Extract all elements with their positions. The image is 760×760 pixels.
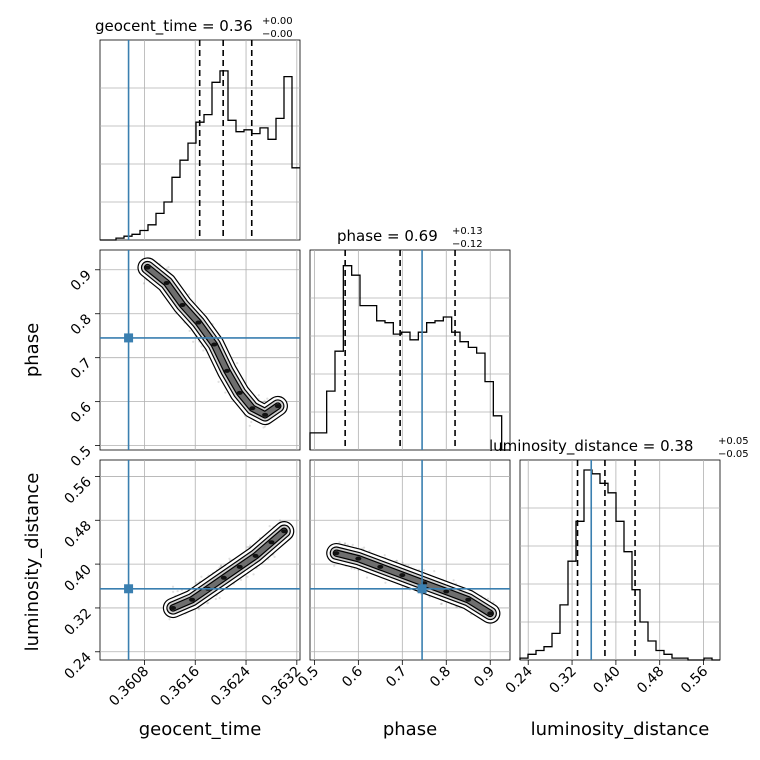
title-luminosity-distance: luminosity_distance = 0.38 +0.05 −0.05 <box>489 436 749 460</box>
scatter-panel-luminosity_distance-vs-phase <box>309 459 511 661</box>
ylabel-phase: phase <box>22 323 43 377</box>
xlabel-geocent-time: geocent_time <box>139 719 262 740</box>
xtick-label-0: 0.3608 <box>106 664 152 710</box>
ytick-label-3: 0.8 <box>68 311 95 338</box>
contour-core-2 <box>179 302 186 307</box>
title-phase-plus: +0.13 <box>452 226 483 237</box>
scatter-panel-phase-vs-geocent_time <box>99 249 301 451</box>
xticks-phase: 0.5 0.6 0.7 0.8 0.9 <box>295 660 498 691</box>
contour-core-7 <box>281 529 288 534</box>
title-luminosity-distance-minus: −0.05 <box>718 449 749 460</box>
xticks-luminosity_distance: 0.24 0.32 0.40 0.48 0.56 <box>503 660 711 697</box>
hist-panel-phase-frame <box>309 249 511 451</box>
contour-fill-2 <box>333 550 493 616</box>
ytick-label-0: 0.5 <box>68 443 95 470</box>
svg-text:phase = 0.69: phase = 0.69 <box>337 227 438 245</box>
contour-core-7 <box>487 611 494 616</box>
xtick-label-3: 0.48 <box>634 664 667 697</box>
contour-core-4 <box>211 342 218 347</box>
title-phase: phase = 0.69 +0.13 −0.12 <box>337 226 483 250</box>
title-geocent-time-plus: +0.00 <box>262 16 293 27</box>
xtick-label-2: 0.7 <box>383 664 410 691</box>
hist-panel-phase <box>309 249 511 451</box>
xtick-label-1: 0.32 <box>547 664 580 697</box>
contour-core-1 <box>189 597 196 602</box>
xtick-label-0: 0.5 <box>295 664 322 691</box>
xtick-label-4: 0.56 <box>678 663 711 696</box>
title-geocent-time-minus: −0.00 <box>262 29 293 40</box>
contour-core-0 <box>144 265 151 270</box>
truth-marker <box>124 333 134 343</box>
contour-core-6 <box>268 540 275 545</box>
contour-fill-2 <box>170 528 287 611</box>
xtick-label-0: 0.24 <box>503 663 536 696</box>
ytick-label-4: 0.56 <box>61 474 94 507</box>
svg-text:geocent_time = 0.36: geocent_time = 0.36 <box>95 17 253 36</box>
contour-core-6 <box>236 390 243 395</box>
scatter-panel-luminosity_distance-vs-geocent_time <box>99 459 301 661</box>
ytick-label-2: 0.40 <box>61 562 94 595</box>
contour-core-4 <box>236 564 243 569</box>
truth-marker <box>124 584 134 594</box>
xtick-label-2: 0.40 <box>590 664 623 697</box>
hist-panel-geocent_time <box>99 39 301 241</box>
hist-panel-luminosity_distance-frame <box>519 459 721 661</box>
title-luminosity-distance-plus: +0.05 <box>718 436 749 447</box>
contour-core-0 <box>170 605 177 610</box>
svg-text:luminosity_distance = 0.38: luminosity_distance = 0.38 <box>489 437 693 456</box>
contour-fill-2 <box>145 265 281 418</box>
ytick-label-4: 0.9 <box>68 267 95 294</box>
hist-luminosity_distance <box>519 469 720 661</box>
hist-geocent_time <box>100 70 300 241</box>
xtick-label-4: 0.9 <box>471 664 498 691</box>
contour-core-9 <box>274 404 281 409</box>
ytick-label-1: 0.6 <box>68 399 95 426</box>
title-phase-minus: −0.12 <box>452 239 483 250</box>
hist-phase <box>309 265 510 451</box>
contour-core-3 <box>195 320 202 325</box>
contour-core-3 <box>399 573 406 578</box>
contour-core-7 <box>249 406 256 411</box>
contour-core-8 <box>262 412 269 417</box>
xtick-label-3: 0.3632 <box>259 664 305 710</box>
scatter-panel-phase-vs-geocent_time-frame <box>99 249 301 451</box>
contour-core-1 <box>163 280 170 285</box>
contour-core-5 <box>223 368 230 373</box>
contour-core-5 <box>252 553 259 558</box>
hist-panel-luminosity_distance <box>519 459 721 661</box>
yticks-phase: 0.5 0.6 0.7 0.8 0.9 <box>68 267 100 470</box>
scatter-panel-luminosity_distance-vs-phase-frame <box>309 459 511 661</box>
xlabel-luminosity-distance: luminosity_distance <box>531 719 710 740</box>
ytick-label-1: 0.32 <box>61 605 94 638</box>
xtick-label-1: 0.6 <box>339 663 366 690</box>
contour-core-3 <box>220 575 227 580</box>
contour-core-1 <box>355 556 362 561</box>
yticks-luminosity_distance: 0.24 0.32 0.40 0.48 0.56 <box>61 474 100 683</box>
ylabel-luminosity-distance: luminosity_distance <box>22 473 43 652</box>
ytick-label-2: 0.7 <box>68 355 95 382</box>
contour-core-5 <box>443 589 450 594</box>
ytick-label-3: 0.48 <box>61 518 94 551</box>
scatter-panel-luminosity_distance-vs-geocent_time-frame <box>99 459 301 661</box>
contour-core-6 <box>465 597 472 602</box>
xtick-label-1: 0.3616 <box>157 663 203 709</box>
truth-marker <box>417 584 427 594</box>
contour-core-0 <box>333 551 340 556</box>
xtick-label-2: 0.3624 <box>208 663 254 709</box>
xlabel-phase: phase <box>383 719 437 740</box>
title-geocent-time: geocent_time = 0.36 +0.00 −0.00 <box>95 16 293 40</box>
ytick-label-0: 0.24 <box>61 649 94 682</box>
xtick-label-3: 0.8 <box>427 664 454 691</box>
contour-core-2 <box>377 564 384 569</box>
xticks-geocent_time: 0.3608 0.3616 0.3624 0.3632 <box>106 660 305 710</box>
